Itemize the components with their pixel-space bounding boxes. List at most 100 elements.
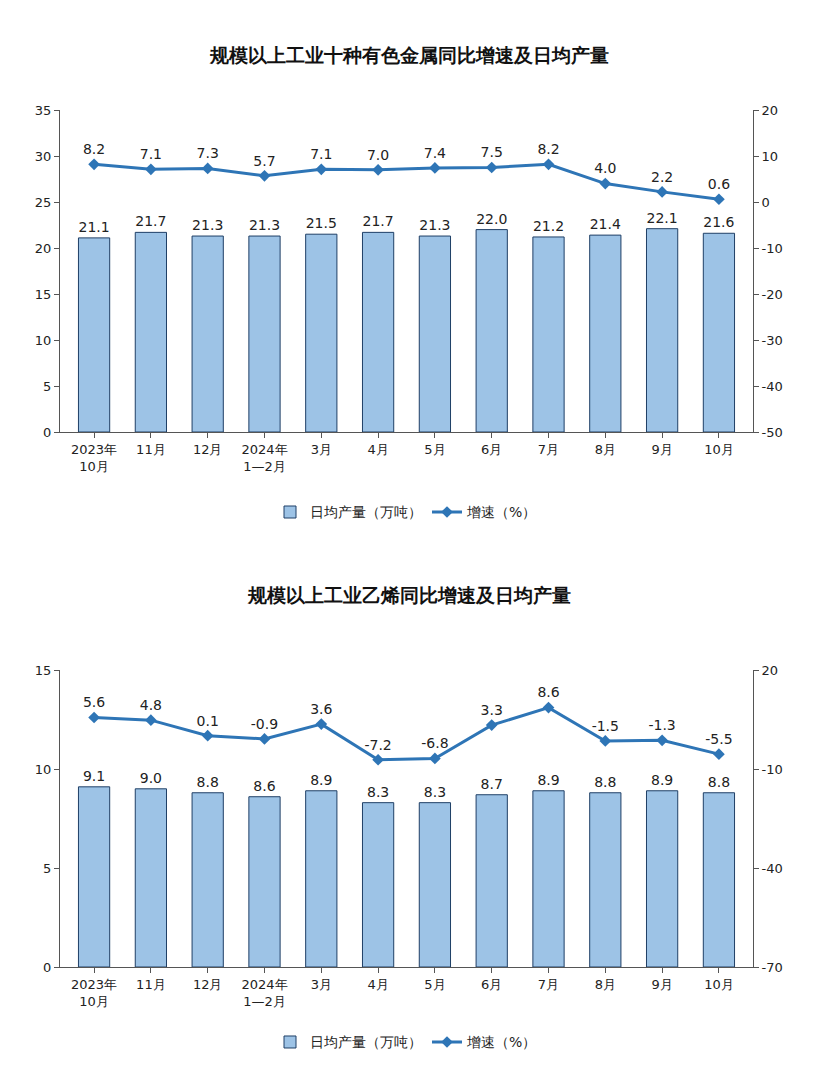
svg-text:7.5: 7.5 [481, 144, 503, 160]
svg-text:0.1: 0.1 [197, 713, 219, 729]
svg-text:-10: -10 [762, 241, 783, 256]
svg-text:-10: -10 [762, 762, 783, 777]
svg-text:12月: 12月 [193, 442, 223, 457]
svg-text:21.2: 21.2 [533, 218, 564, 234]
svg-text:5: 5 [43, 379, 51, 394]
svg-text:10月: 10月 [704, 977, 734, 992]
svg-text:7.1: 7.1 [310, 146, 332, 162]
svg-text:9.0: 9.0 [140, 770, 162, 786]
svg-text:规模以上工业乙烯同比增速及日均产量: 规模以上工业乙烯同比增速及日均产量 [247, 584, 571, 606]
svg-text:0.6: 0.6 [708, 176, 730, 192]
svg-text:0: 0 [762, 195, 770, 210]
svg-text:5.7: 5.7 [253, 153, 275, 169]
svg-text:8.2: 8.2 [83, 141, 105, 157]
svg-text:30: 30 [35, 149, 52, 164]
svg-text:8.3: 8.3 [424, 784, 446, 800]
svg-text:7月: 7月 [538, 977, 559, 992]
svg-text:8.6: 8.6 [537, 684, 559, 700]
svg-text:21.7: 21.7 [135, 213, 166, 229]
svg-text:21.5: 21.5 [306, 215, 337, 231]
svg-text:6月: 6月 [481, 442, 502, 457]
svg-text:21.1: 21.1 [78, 219, 109, 235]
svg-text:3.3: 3.3 [481, 702, 503, 718]
svg-text:2.2: 2.2 [651, 169, 673, 185]
svg-text:2024年1—2月: 2024年1—2月 [241, 442, 287, 474]
svg-text:2023年10月: 2023年10月 [71, 977, 117, 1009]
svg-text:8.8: 8.8 [708, 774, 730, 790]
svg-text:20: 20 [762, 663, 779, 678]
svg-text:9月: 9月 [651, 442, 672, 457]
svg-text:增速（%）: 增速（%） [466, 504, 536, 520]
svg-text:10月: 10月 [704, 442, 734, 457]
svg-text:7.1: 7.1 [140, 146, 162, 162]
svg-text:8月: 8月 [595, 442, 616, 457]
svg-text:4月: 4月 [367, 442, 388, 457]
svg-text:8.9: 8.9 [310, 772, 332, 788]
svg-text:20: 20 [35, 241, 52, 256]
svg-text:11月: 11月 [136, 977, 166, 992]
svg-text:21.7: 21.7 [363, 213, 394, 229]
svg-text:-7.2: -7.2 [364, 737, 391, 753]
svg-text:-30: -30 [762, 333, 783, 348]
svg-text:3月: 3月 [311, 977, 332, 992]
svg-text:5.6: 5.6 [83, 694, 105, 710]
svg-text:日均产量（万吨）: 日均产量（万吨） [310, 1034, 422, 1050]
svg-text:15: 15 [35, 287, 52, 302]
svg-text:8月: 8月 [595, 977, 616, 992]
svg-text:0: 0 [43, 425, 51, 440]
svg-text:-0.9: -0.9 [251, 716, 278, 732]
svg-text:20: 20 [762, 103, 779, 118]
svg-text:22.0: 22.0 [476, 211, 507, 227]
svg-text:11月: 11月 [136, 442, 166, 457]
svg-text:25: 25 [35, 195, 52, 210]
svg-text:-5.5: -5.5 [705, 731, 732, 747]
svg-text:-20: -20 [762, 287, 783, 302]
svg-text:-6.8: -6.8 [421, 735, 448, 751]
svg-text:8.8: 8.8 [594, 774, 616, 790]
svg-text:增速（%）: 增速（%） [466, 1034, 536, 1050]
svg-text:21.3: 21.3 [419, 217, 450, 233]
svg-text:3月: 3月 [311, 442, 332, 457]
svg-text:6月: 6月 [481, 977, 502, 992]
svg-text:5月: 5月 [424, 442, 445, 457]
svg-text:8.9: 8.9 [537, 772, 559, 788]
svg-text:-1.5: -1.5 [592, 718, 619, 734]
svg-text:22.1: 22.1 [647, 210, 678, 226]
svg-text:7.4: 7.4 [424, 145, 446, 161]
svg-text:规模以上工业十种有色金属同比增速及日均产量: 规模以上工业十种有色金属同比增速及日均产量 [209, 44, 609, 66]
svg-text:8.8: 8.8 [197, 774, 219, 790]
svg-text:21.6: 21.6 [703, 214, 734, 230]
svg-text:-40: -40 [762, 861, 783, 876]
svg-text:4月: 4月 [367, 977, 388, 992]
svg-text:-1.3: -1.3 [648, 717, 675, 733]
svg-text:10: 10 [35, 333, 52, 348]
svg-text:0: 0 [43, 960, 51, 975]
svg-text:2024年1—2月: 2024年1—2月 [241, 977, 287, 1009]
svg-text:7.0: 7.0 [367, 147, 389, 163]
svg-text:21.3: 21.3 [249, 217, 280, 233]
svg-text:7.3: 7.3 [197, 145, 219, 161]
svg-text:5月: 5月 [424, 977, 445, 992]
svg-text:4.8: 4.8 [140, 697, 162, 713]
svg-text:10: 10 [35, 762, 52, 777]
svg-text:12月: 12月 [193, 977, 223, 992]
svg-text:4.0: 4.0 [594, 160, 616, 176]
svg-text:-40: -40 [762, 379, 783, 394]
svg-text:35: 35 [35, 103, 52, 118]
svg-text:10: 10 [762, 149, 779, 164]
svg-text:9.1: 9.1 [83, 768, 105, 784]
svg-text:21.3: 21.3 [192, 217, 223, 233]
svg-text:3.6: 3.6 [310, 701, 332, 717]
svg-text:2023年10月: 2023年10月 [71, 442, 117, 474]
svg-text:8.3: 8.3 [367, 784, 389, 800]
svg-text:8.6: 8.6 [253, 778, 275, 794]
svg-text:-70: -70 [762, 960, 783, 975]
svg-text:15: 15 [35, 663, 52, 678]
svg-text:8.2: 8.2 [537, 141, 559, 157]
svg-text:日均产量（万吨）: 日均产量（万吨） [310, 504, 422, 520]
svg-text:8.9: 8.9 [651, 772, 673, 788]
svg-text:-50: -50 [762, 425, 783, 440]
svg-text:21.4: 21.4 [590, 216, 621, 232]
svg-text:7月: 7月 [538, 442, 559, 457]
svg-text:5: 5 [43, 861, 51, 876]
